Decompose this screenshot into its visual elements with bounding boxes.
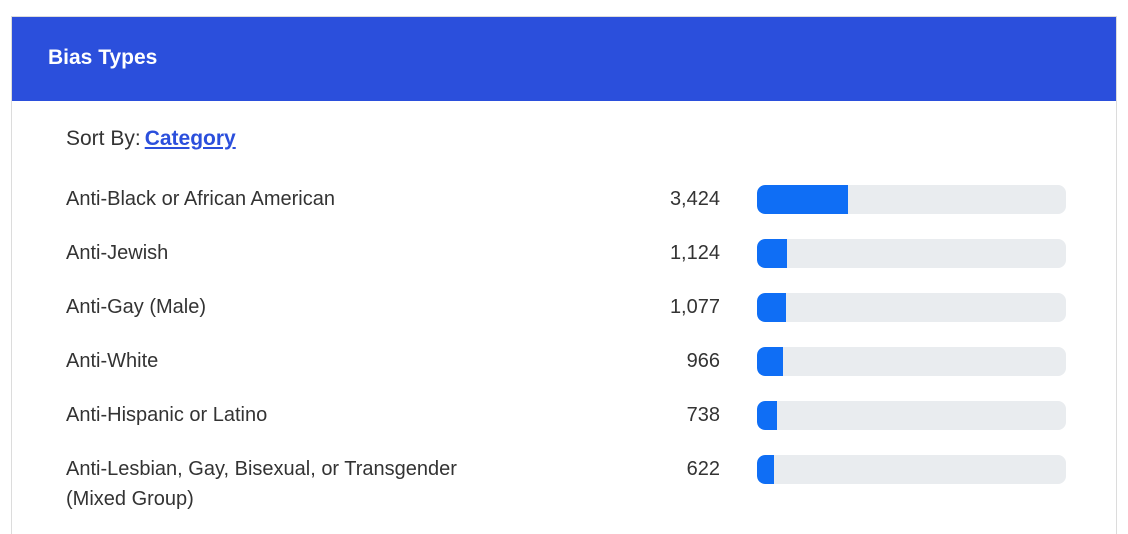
bar [757,455,774,484]
row-label: Anti-Black or African American [66,188,335,210]
card-title: Bias Types [48,46,158,69]
bar [757,347,783,376]
bar-track [757,347,1066,376]
row-label: Anti-Jewish [66,242,169,264]
bar [757,185,848,214]
sort-link[interactable]: Category [144,127,236,150]
row-value: 966 [686,350,720,372]
row-label: Anti-Lesbian, Gay, Bisexual, or Transgen… [66,458,457,510]
row-value: 622 [686,458,720,480]
row-label: Anti-Hispanic or Latino [66,404,268,426]
bar [757,401,777,430]
row-label: Anti-White [66,350,159,372]
card-header: Bias Types [12,17,1116,101]
bar-track [757,401,1066,430]
bar [757,239,787,268]
bar-track [757,455,1066,484]
sort-control: Sort By: Category [66,127,236,151]
row-value: 738 [686,404,720,426]
row-value: 3,424 [669,188,720,210]
bar-track [757,185,1066,214]
bar-track [757,239,1066,268]
bar [757,293,786,322]
card: Bias Types Sort By: Category Anti-Black o… [11,16,1117,534]
row-label: Anti-Gay (Male) [66,296,207,318]
row-value: 1,124 [669,242,720,264]
row-value: 1,077 [669,296,720,318]
bar-track [757,293,1066,322]
sort-label: Sort By: [66,127,141,150]
